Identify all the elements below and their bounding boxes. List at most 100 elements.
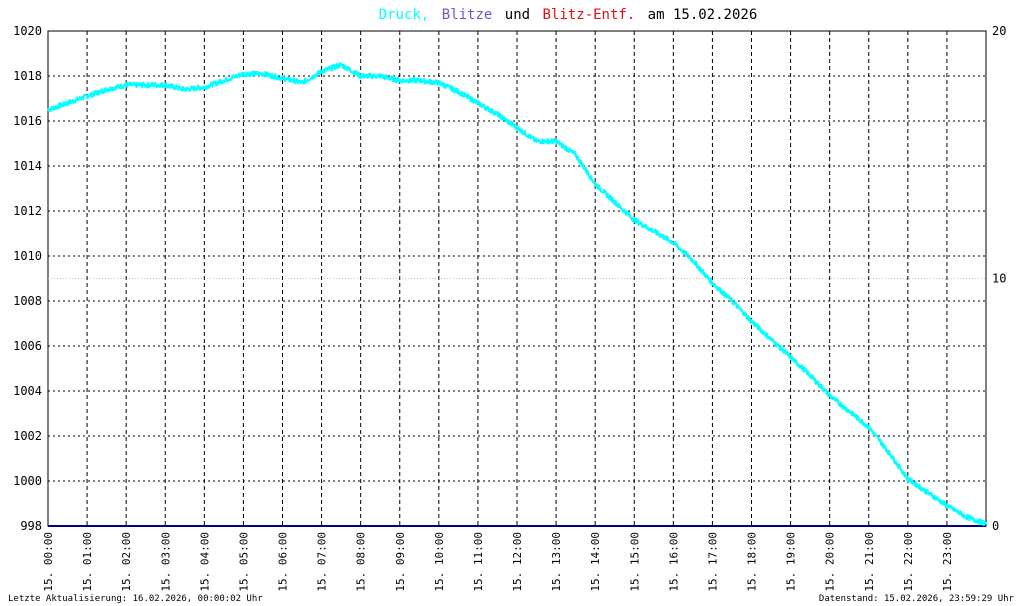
druck-point — [359, 75, 362, 77]
x-tick-label: 15. 15:00 — [628, 532, 641, 592]
title-druck: Druck, — [379, 7, 430, 23]
druck-point — [633, 219, 636, 221]
druck-point — [477, 102, 479, 104]
x-tick-label: 15. 07:00 — [316, 532, 329, 592]
chart-title: Druck, Blitze und Blitz-Entf. am 15.02.2… — [379, 7, 758, 23]
x-tick-label: 15. 03:00 — [159, 532, 172, 592]
x-tick-label: 15. 12:00 — [511, 532, 524, 592]
x-tick-label: 15. 05:00 — [237, 532, 250, 592]
druck-point — [281, 77, 284, 80]
y-tick-label: 1004 — [13, 384, 42, 398]
druck-point — [731, 300, 733, 302]
druck-point — [946, 504, 948, 507]
druck-point — [652, 230, 655, 233]
x-tick-label: 15. 21:00 — [863, 532, 876, 592]
x-tick-label: 15. 23:00 — [941, 532, 954, 592]
druck-point — [105, 88, 108, 91]
x-tick-label: 15. 17:00 — [706, 532, 719, 592]
x-tick-label: 15. 16:00 — [667, 532, 680, 592]
druck-point — [613, 201, 616, 203]
druck-point — [86, 95, 88, 98]
druck-point — [183, 88, 186, 91]
x-tick-label: 15. 19:00 — [785, 532, 798, 592]
druck-point — [203, 86, 206, 89]
druck-point — [535, 140, 538, 143]
druck-point — [301, 81, 303, 84]
druck-point — [711, 282, 714, 284]
druck-point — [750, 320, 753, 323]
y-tick-label: 1018 — [13, 69, 42, 83]
x-tick-label: 15. 06:00 — [277, 532, 290, 592]
x-tick-label: 15. 01:00 — [81, 532, 94, 592]
druck-point — [47, 108, 49, 111]
x-tick-label: 15. 18:00 — [746, 532, 759, 592]
druck-point — [672, 241, 675, 244]
title-date: am 15.02.2026 — [648, 7, 758, 23]
druck-point — [398, 79, 401, 82]
x-tick-label: 15. 14:00 — [589, 532, 602, 592]
footer-data-status: Datenstand: 15.02.2026, 23:59:29 Uhr — [819, 594, 1015, 604]
druck-point — [125, 84, 127, 86]
druck-point — [965, 516, 968, 518]
druck-point — [926, 491, 929, 494]
druck-point — [340, 63, 342, 66]
x-tick-label: 15. 10:00 — [433, 532, 446, 592]
druck-point — [438, 81, 440, 84]
druck-point — [770, 338, 772, 341]
druck-point — [848, 410, 851, 413]
y-tick-label: 1000 — [13, 474, 42, 488]
x-tick-label: 15. 09:00 — [394, 532, 407, 592]
footer-last-update: Letzte Aktualisierung: 16.02.2026, 00:00… — [8, 594, 263, 604]
druck-point — [789, 356, 792, 359]
x-tick-label: 15. 02:00 — [120, 532, 133, 592]
x-tick-label: 15. 11:00 — [472, 532, 485, 592]
druck-point — [164, 84, 167, 86]
druck-point — [144, 84, 147, 86]
druck-point — [66, 102, 69, 104]
series-layer — [47, 62, 987, 527]
x-tick-label: 15. 00:00 — [42, 532, 55, 592]
x-tick-label: 15. 13:00 — [550, 532, 563, 592]
x-tick-label: 15. 04:00 — [198, 532, 211, 592]
druck-point — [887, 450, 890, 453]
druck-point — [809, 374, 811, 377]
title-und: und — [505, 7, 530, 23]
druck-point — [907, 477, 909, 480]
druck-point — [379, 75, 382, 77]
y2-tick-label: 20 — [992, 24, 1006, 38]
druck-point — [828, 394, 831, 397]
y-tick-label: 1010 — [13, 249, 42, 263]
title-blitze: Blitze — [442, 7, 493, 23]
druck-point — [223, 79, 225, 82]
y-tick-label: 998 — [20, 519, 42, 533]
druck-point — [496, 113, 499, 116]
druck-point — [418, 79, 421, 82]
y-tick-label: 1006 — [13, 339, 42, 353]
title-blitz-entf: Blitz-Entf. — [543, 7, 636, 23]
y2-tick-label: 0 — [992, 519, 999, 533]
y-tick-label: 1008 — [13, 294, 42, 308]
druck-point — [692, 259, 694, 262]
y-tick-label: 1020 — [13, 24, 42, 38]
druck-point — [516, 126, 518, 129]
druck-point — [594, 183, 596, 185]
axis-layer: 998 1000 1002 1004 1006 1008 1010 1012 1014 1016 1… — [13, 24, 1006, 592]
y-tick-label: 1014 — [13, 159, 42, 173]
x-tick-label: 15. 22:00 — [902, 532, 915, 592]
druck-point — [867, 426, 870, 428]
druck-point — [574, 153, 577, 156]
y2-tick-label: 10 — [992, 272, 1006, 286]
druck-point — [320, 70, 323, 73]
grid-layer — [47, 30, 987, 527]
druck-point — [457, 90, 460, 93]
druck-point — [262, 72, 264, 75]
druck-point — [555, 140, 557, 143]
druck-point — [242, 72, 245, 75]
y-tick-label: 1012 — [13, 204, 42, 218]
y-tick-label: 1016 — [13, 114, 42, 128]
x-tick-label: 15. 08:00 — [355, 532, 368, 592]
x-tick-label: 15. 20:00 — [824, 532, 837, 592]
druck-point — [985, 522, 987, 525]
